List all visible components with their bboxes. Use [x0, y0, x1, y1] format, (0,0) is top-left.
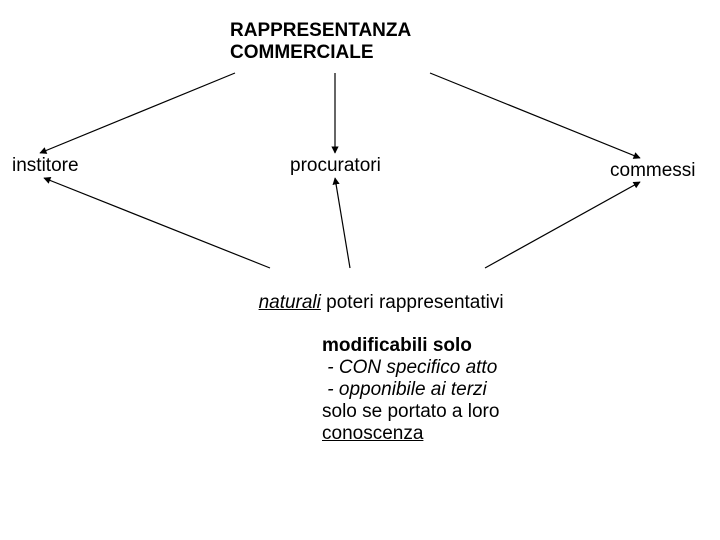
- node-naturali: naturali poteri rappresentativi: [248, 270, 504, 314]
- edge-root_br-commessi_t: [430, 73, 640, 158]
- node-procuratori: procuratori: [290, 155, 381, 177]
- detail-line-3: - opponibile ai terzi: [322, 379, 487, 401]
- root-title: RAPPRESENTANZA COMMERCIALE: [230, 20, 411, 64]
- edge-commessi_b-naturali_r: [485, 182, 640, 268]
- detail-line-5: conoscenza: [322, 423, 423, 445]
- detail-line-4: solo se portato a loro: [322, 401, 499, 423]
- edge-procuratori_b-naturali_c: [335, 178, 350, 268]
- detail-line-2: - CON specifico atto: [322, 357, 497, 379]
- node-institore: institore: [12, 155, 79, 177]
- edge-institore_b-naturali_l: [44, 178, 270, 268]
- node-commessi: commessi: [610, 160, 696, 182]
- edge-root_bl-institore_t: [40, 73, 235, 153]
- node-naturali-keyword: naturali: [259, 292, 321, 313]
- detail-line-1: modificabili solo: [322, 335, 472, 357]
- node-naturali-rest: poteri rappresentativi: [321, 292, 504, 313]
